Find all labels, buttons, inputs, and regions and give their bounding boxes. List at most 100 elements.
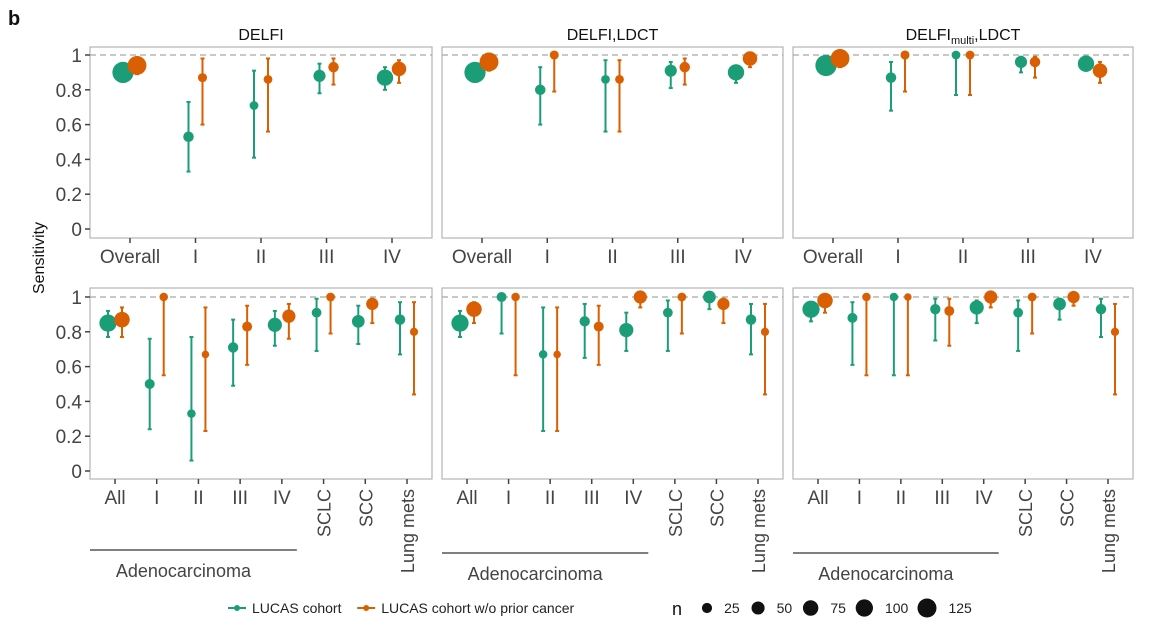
data-point (464, 61, 486, 84)
x-tick-label: III (584, 488, 600, 509)
panel-border (441, 287, 784, 480)
group-bracket-label: Adenocarcinoma (116, 561, 252, 581)
x-tick-label: Lung mets (1099, 489, 1119, 573)
group-bracket-label: Adenocarcinoma (468, 564, 604, 584)
legend-size-label: 100 (885, 600, 909, 616)
data-point (511, 292, 520, 302)
data-point (802, 300, 820, 318)
data-point (664, 64, 677, 77)
y-tick-label: 0 (71, 220, 82, 241)
data-point (727, 64, 745, 81)
legend-label: LUCAS cohort w/o prior cancer (381, 600, 574, 616)
data-point (479, 52, 499, 72)
data-point (242, 321, 253, 332)
data-point (99, 314, 117, 332)
data-point (394, 314, 406, 325)
x-tick-label: All (807, 488, 828, 509)
data-point (313, 69, 326, 82)
data-point (534, 84, 546, 96)
x-tick-label: I (506, 488, 511, 509)
x-tick-label: I (193, 247, 198, 268)
legend-size-label: 125 (948, 600, 972, 616)
data-point (717, 297, 730, 311)
data-point (1077, 55, 1095, 72)
data-point (187, 409, 196, 418)
data-point (538, 350, 548, 359)
data-point (579, 316, 590, 327)
legend-key-dot (234, 605, 240, 611)
column-title: DELFImulti,LDCT (906, 27, 1021, 47)
legend-key-dot (363, 605, 370, 611)
x-tick-label: IV (624, 488, 642, 509)
data-point (1029, 56, 1041, 68)
data-point (159, 292, 168, 302)
panel-border (89, 287, 433, 480)
data-point (742, 51, 758, 66)
data-point (267, 317, 282, 332)
y-tick-label: 0.8 (56, 81, 82, 102)
data-point (466, 301, 482, 317)
data-point (549, 50, 559, 60)
legend-size-title: n (672, 599, 682, 619)
y-tick-label: 0.2 (56, 427, 82, 448)
data-point (553, 350, 561, 359)
data-point (619, 322, 634, 338)
data-point (366, 297, 379, 311)
data-point (328, 61, 339, 73)
data-point (1110, 327, 1120, 336)
x-tick-label: I (895, 247, 900, 268)
y-tick-label: 0 (71, 462, 82, 483)
legend-size-dot (855, 599, 873, 617)
y-tick-label: 0.2 (56, 185, 82, 206)
x-tick-label: SCLC (666, 489, 686, 537)
panel-border (792, 46, 1134, 239)
y-tick-label: 0.6 (56, 358, 82, 379)
data-point (745, 314, 757, 325)
data-point (862, 292, 871, 302)
data-point (830, 49, 850, 68)
x-tick-label: II (193, 488, 204, 509)
data-point (679, 61, 691, 73)
y-tick-label: 0.4 (56, 150, 83, 171)
data-point (703, 290, 716, 304)
x-tick-label: IV (975, 488, 993, 509)
data-point (144, 379, 155, 389)
y-tick-label: 0.8 (56, 323, 82, 344)
data-point (847, 312, 858, 323)
data-point (282, 309, 296, 323)
data-point (601, 74, 610, 84)
y-tick-label: 0.6 (56, 116, 82, 137)
x-tick-label: SCLC (1016, 489, 1036, 537)
data-point (1067, 290, 1080, 304)
data-point (969, 300, 984, 315)
column-title: DELFI (238, 27, 283, 44)
data-point (984, 290, 998, 304)
data-point (965, 50, 975, 60)
legend-size-label: 75 (830, 600, 846, 616)
data-point (1095, 303, 1107, 315)
data-point (930, 304, 941, 315)
data-point (677, 292, 687, 302)
data-point (904, 293, 912, 301)
x-tick-label: Overall (452, 247, 512, 268)
data-point (662, 307, 673, 318)
x-tick-label: III (1020, 247, 1036, 268)
data-point (227, 342, 239, 353)
data-point (311, 307, 322, 318)
x-tick-label: SCLC (315, 489, 335, 537)
x-tick-label: III (934, 488, 950, 509)
data-point (1013, 307, 1024, 318)
x-tick-label: I (545, 247, 550, 268)
x-tick-label: II (607, 247, 618, 268)
data-point (409, 327, 419, 336)
x-tick-label: All (456, 488, 477, 509)
y-axis-label: Sensitivity (31, 222, 48, 294)
data-point (1027, 292, 1037, 302)
x-tick-label: II (896, 488, 907, 509)
data-point (183, 131, 194, 143)
x-tick-label: IV (1084, 247, 1102, 268)
x-tick-label: All (104, 488, 125, 509)
x-tick-label: SCC (356, 489, 376, 527)
data-point (951, 50, 961, 60)
legend-size-label: 25 (724, 600, 740, 616)
